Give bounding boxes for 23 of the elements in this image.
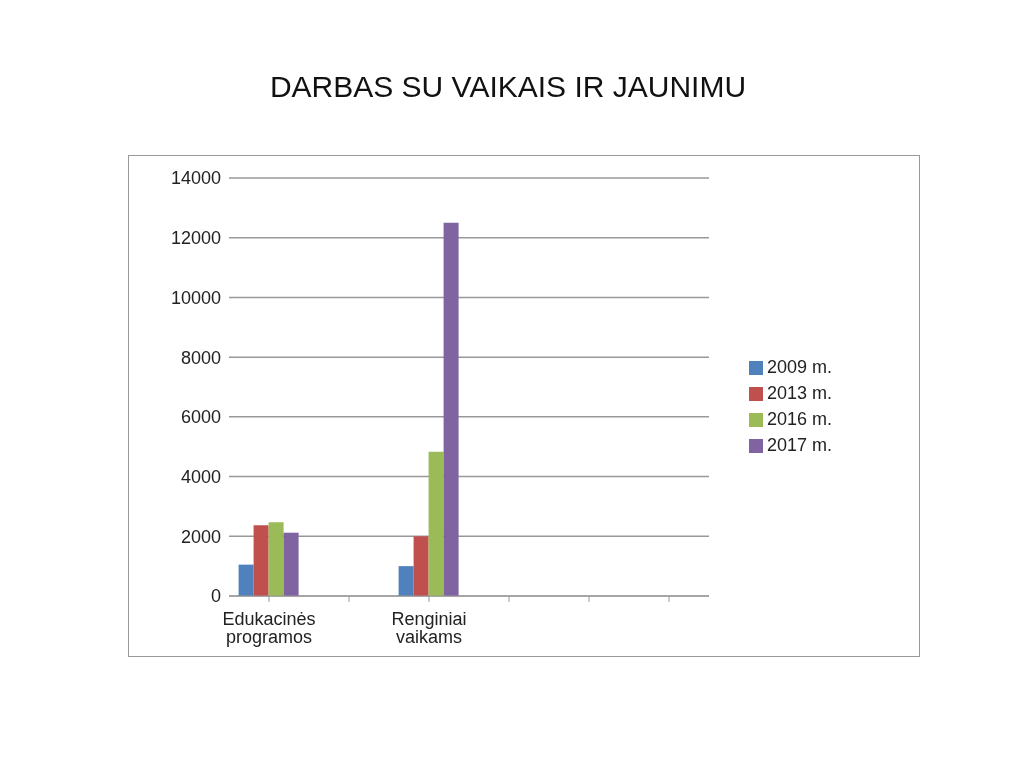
y-tick-label: 10000 xyxy=(170,287,221,308)
y-tick-label: 0 xyxy=(210,586,221,607)
bar xyxy=(398,566,414,596)
legend-label: 2017 m. xyxy=(767,435,833,455)
y-tick-label: 4000 xyxy=(180,466,221,487)
bar xyxy=(413,536,429,596)
y-tick-label: 2000 xyxy=(180,526,221,547)
y-tick-label: 14000 xyxy=(170,168,221,189)
legend-label: 2013 m. xyxy=(767,383,833,403)
y-tick-label: 6000 xyxy=(180,407,221,428)
legend-label: 2016 m. xyxy=(767,409,833,429)
bar xyxy=(253,525,269,596)
bar xyxy=(283,532,299,596)
bar xyxy=(428,451,444,596)
bar xyxy=(268,522,284,596)
bar xyxy=(443,222,459,596)
legend-label: 2009 m. xyxy=(767,357,833,377)
x-tick-label: Renginiai vaikams xyxy=(391,608,467,647)
bar xyxy=(238,564,254,596)
y-tick-label: 12000 xyxy=(170,228,221,249)
y-tick-label: 8000 xyxy=(180,347,221,368)
x-tick-label: Edukacinės programos xyxy=(222,608,316,647)
chart-title: DARBAS SU VAIKAIS IR JAUNIMU xyxy=(268,70,748,104)
